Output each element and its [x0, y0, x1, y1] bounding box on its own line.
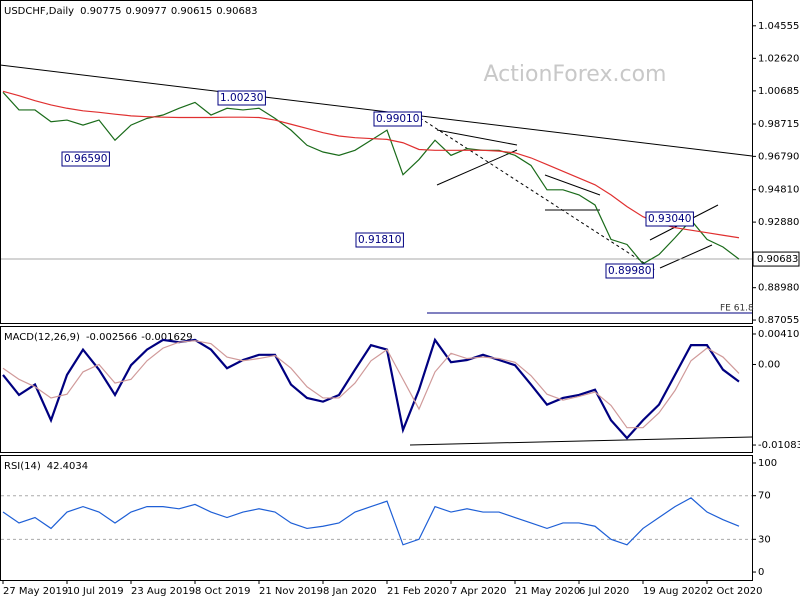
y-tick-label: 0.88980: [758, 283, 799, 294]
header-value: -0.001629: [141, 332, 192, 343]
header-value: 0.90683: [216, 6, 257, 17]
trendline: [436, 129, 518, 146]
y-tick-label: 0.94810: [758, 185, 799, 196]
trendline: [544, 174, 601, 196]
y-tick-label: 0.98715: [758, 119, 799, 130]
annotation: 0.91810: [355, 232, 404, 248]
trendline: [659, 244, 713, 269]
annotation-label: 0.91810: [358, 234, 401, 246]
y-tick-label: 70: [758, 491, 771, 502]
x-tick-label: 8 Jan 2020: [323, 586, 377, 597]
y-tick-label: 100: [758, 458, 777, 469]
panel-title: RSI(14): [4, 461, 41, 472]
y-tick-label: 30: [758, 534, 771, 545]
annotation-label: 0.89980: [608, 265, 651, 277]
annotation: 0.89980: [605, 263, 654, 279]
panel-title: MACD(12,26,9): [4, 332, 80, 343]
y-tick-label: -0.010833: [758, 440, 800, 451]
annotation-label: 0.93040: [648, 213, 691, 225]
rsi-panel: [0, 455, 753, 581]
header-value: 0.90775: [80, 6, 121, 17]
annotation-box: [645, 211, 694, 227]
trendlines: [0, 64, 753, 446]
y-tick-label: 0.87055: [758, 315, 799, 326]
y-tick-label: 1.00685: [758, 86, 799, 97]
series-line: [2, 337, 740, 440]
x-tick-label: 7 Apr 2020: [451, 586, 506, 597]
annotation-label: FE 61.8: [720, 304, 754, 314]
watermark: ActionForex.com: [484, 62, 667, 87]
header-value: 0.90615: [171, 6, 212, 17]
annotation-box: [217, 90, 266, 106]
annotation-box: [373, 111, 422, 127]
last-price-box: [752, 251, 800, 267]
annotation: 0.93040: [645, 211, 694, 227]
series-line: [2, 91, 740, 265]
y-tick-label: 0.00: [758, 359, 780, 370]
y-tick-label: 0.96790: [758, 151, 799, 162]
annotation: FE 61.8: [720, 304, 754, 314]
annotation: 1.00230: [217, 90, 266, 106]
panel-title: USDCHF,Daily: [4, 6, 74, 17]
series-line: [2, 340, 740, 429]
trendline: [419, 117, 656, 271]
x-tick-label: 23 Aug 2019: [131, 586, 195, 597]
macd-panel: [0, 326, 753, 453]
x-tick-label: 27 May 2019: [3, 586, 68, 597]
x-tick-label: 21 Feb 2020: [387, 586, 449, 597]
trendline: [409, 436, 753, 446]
annotation: 0.99010: [373, 111, 422, 127]
annotation-box: [605, 263, 654, 279]
trendline: [0, 64, 753, 157]
annotation-box: [355, 232, 404, 248]
annotation-label: 0.99010: [376, 113, 419, 125]
series-line: [2, 497, 740, 546]
annotation-label: 0.96590: [64, 153, 107, 165]
annotation-label: 1.00230: [220, 92, 263, 104]
annotation-box: [61, 151, 110, 167]
y-tick-label: 1.02620: [758, 53, 799, 64]
x-tick-label: 2 Oct 2020: [707, 586, 762, 597]
x-tick-label: 21 Nov 2019: [259, 586, 323, 597]
last-price-label: 0.90683: [757, 254, 798, 265]
x-tick-label: 6 Jul 2020: [579, 586, 629, 597]
y-tick-label: 0.004101: [758, 329, 800, 340]
y-tick-label: 0: [758, 567, 764, 578]
x-tick-label: 21 May 2020: [515, 586, 580, 597]
series-line: [2, 90, 740, 239]
trendline: [436, 149, 518, 186]
x-tick-label: 8 Oct 2019: [195, 586, 250, 597]
header-value: 0.90977: [125, 6, 166, 17]
annotation: 0.96590: [61, 151, 110, 167]
y-tick-label: 1.04555: [758, 21, 799, 32]
price-panel: [0, 0, 753, 324]
header-value: 42.4034: [47, 461, 88, 472]
x-tick-label: 19 Aug 2020: [643, 586, 707, 597]
y-tick-label: 0.92880: [758, 217, 799, 228]
header-value: -0.002566: [86, 332, 137, 343]
x-tick-label: 10 Jul 2019: [67, 586, 124, 597]
